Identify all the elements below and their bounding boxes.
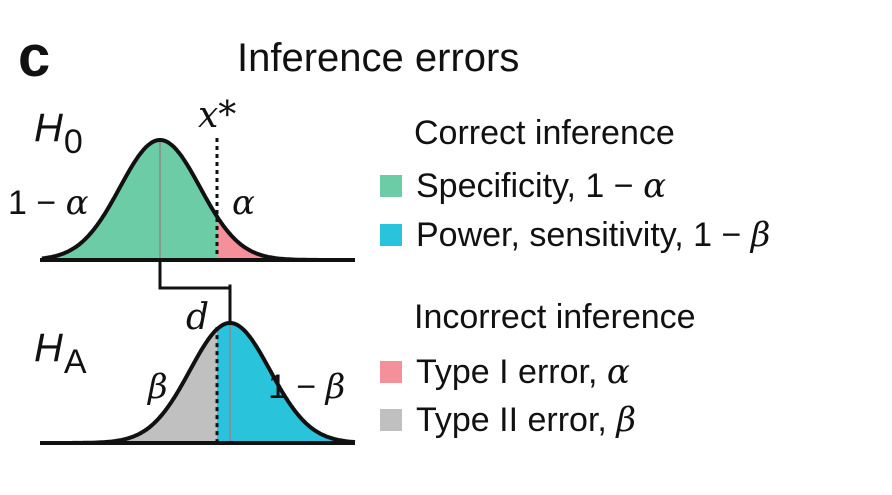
- ha-right-area-label: 1 − β: [268, 367, 346, 407]
- legend-incorrect-heading: Incorrect inference: [414, 298, 696, 336]
- legend-item-specificity: Specificity, 1 − α: [380, 166, 666, 206]
- legend-label-type1: Type I error, α: [416, 352, 630, 392]
- threshold-label: x*: [198, 95, 237, 136]
- ha-power-area: [217, 323, 355, 443]
- diagram-title: Inference errors: [237, 36, 520, 80]
- effect-size-bracket: [158, 258, 232, 325]
- h0-label: H0: [34, 106, 83, 161]
- legend-swatch-specificity: [380, 175, 402, 197]
- legend-label-specificity: Specificity, 1 − α: [416, 166, 667, 206]
- ha-label: HA: [34, 326, 87, 381]
- legend-label-type2: Type II error, β: [416, 400, 636, 440]
- legend-swatch-type2: [380, 409, 402, 431]
- h0-specificity-area: [42, 140, 217, 260]
- legend-item-type1: Type I error, α: [380, 352, 630, 392]
- legend-item-type2: Type II error, β: [380, 400, 636, 440]
- legend-swatch-type1: [380, 361, 402, 383]
- ha-left-area-label: β: [148, 367, 168, 407]
- legend-label-power: Power, sensitivity, 1 − β: [416, 215, 771, 255]
- effect-size-label: d: [186, 297, 210, 338]
- h0-tail-label: α: [232, 183, 255, 223]
- legend-item-power: Power, sensitivity, 1 − β: [380, 215, 770, 255]
- h0-type1-area: [217, 216, 355, 260]
- h0-left-area-label: 1 − α: [8, 183, 89, 223]
- panel-letter: c: [18, 24, 51, 89]
- legend-swatch-power: [380, 224, 402, 246]
- ha-type2-area: [42, 329, 217, 443]
- legend-correct-heading: Correct inference: [414, 114, 675, 152]
